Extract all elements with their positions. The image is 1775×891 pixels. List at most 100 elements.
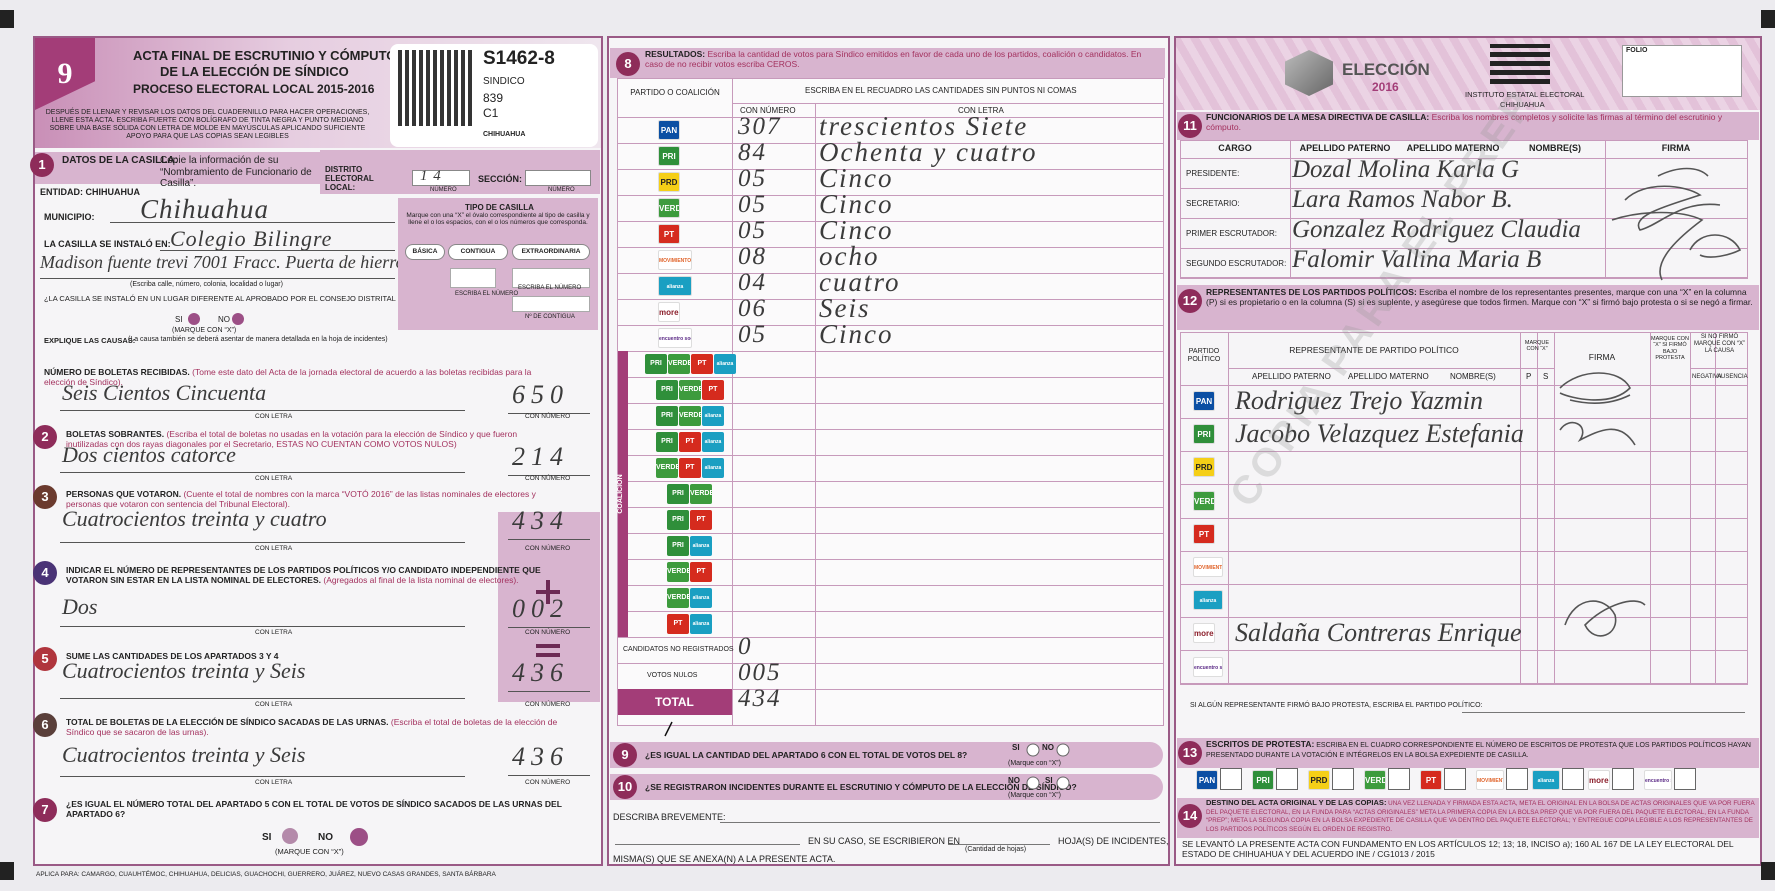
input-box [512, 268, 590, 288]
input-box [1612, 768, 1634, 790]
party-logo: PT [679, 458, 701, 478]
rule-line [160, 250, 395, 251]
handwriting: Dos cientos catorce [62, 442, 236, 467]
handwriting: 04 [738, 269, 767, 296]
label: CON LETRA [958, 106, 1004, 115]
handwriting: Cinco [819, 215, 894, 245]
label: NO [318, 832, 333, 843]
paragraph: SE LEVANTÓ LA PRESENTE ACTA CON FUNDAMEN… [1182, 839, 1734, 859]
rule-line [1605, 140, 1606, 278]
rule-line [60, 776, 465, 777]
label: S [1543, 372, 1549, 381]
section-number: 3 [33, 485, 57, 509]
label: CON LETRA [255, 475, 293, 482]
handwriting: Gonzalez Rodriguez Claudia [1292, 216, 1581, 243]
rule-line [1290, 140, 1291, 278]
label: FOLIO [1626, 47, 1648, 54]
rule-line [617, 247, 1164, 248]
handwriting: 650 [512, 380, 569, 409]
section-number: 8 [616, 52, 640, 76]
label: LA CASILLA SE INSTALÓ EN: [44, 239, 171, 249]
party-logo: PRI [656, 406, 678, 426]
label: (Marque con “X”) [1008, 792, 1061, 799]
officials-table [1180, 140, 1748, 278]
party-logo: VERDE [679, 406, 701, 426]
rule-line [1650, 332, 1651, 684]
item-label: NÚMERO DE BOLETAS RECIBIDAS. (Tome este … [44, 367, 532, 387]
label: NO [218, 315, 230, 324]
item-label: INDICAR EL NÚMERO DE REPRESENTANTES DE L… [66, 565, 541, 585]
handwriting: Cinco [819, 319, 894, 349]
section-band [1177, 285, 1759, 330]
label: ESCRIBA EL NÚMERO [455, 291, 519, 297]
corner-mark [0, 862, 14, 880]
handwriting: Cuatrocientos treinta y Seis [62, 658, 306, 683]
label: (Marque con “X”) [1008, 760, 1061, 767]
rule-line [1180, 517, 1748, 519]
input-box [450, 268, 496, 288]
handwriting: 436 [512, 658, 569, 687]
handwriting: 06 [738, 295, 767, 322]
rule-line [1690, 332, 1691, 684]
section-number: 2 [33, 425, 57, 449]
handwriting: 05 [738, 165, 767, 192]
label: DE LA ELECCIÓN DE SÍNDICO [160, 64, 349, 79]
label: DESCRIBA BREVEMENTE: [613, 812, 726, 822]
label: EXPLIQUE LAS CAUSAS: [44, 336, 136, 345]
paragraph: MARQUE CON “X” [1524, 340, 1550, 353]
rule-line [617, 117, 1164, 118]
section-band [1177, 738, 1759, 768]
handwriting: Dos [62, 594, 98, 619]
party-logo: VERDE [668, 354, 690, 374]
party-logo: PT [690, 562, 712, 582]
label: CON NÚMERO [525, 545, 571, 552]
handwriting: Seis [819, 293, 871, 323]
handwriting: 84 [738, 139, 767, 166]
option-oval [188, 313, 200, 325]
input-box [412, 170, 470, 186]
label: SI [262, 832, 272, 843]
rule-line [617, 195, 1164, 196]
party-logo: MOVIMIENTO CIUDADANO [658, 250, 692, 270]
rule-line [1180, 418, 1748, 419]
rule-line [617, 663, 1164, 664]
section-title: FUNCIONARIOS DE LA MESA DIRECTIVA DE CAS… [1206, 112, 1723, 132]
section-instruction: Escriba el nombre de los representantes … [1206, 287, 1753, 307]
label: TOTAL [655, 695, 694, 709]
rule-line [617, 559, 1164, 560]
party-logo: PRI [656, 432, 678, 452]
label: PRESIDENTE: [1186, 169, 1240, 178]
party-logo: VERDE [656, 458, 678, 478]
party-logo: encuentro social [1193, 656, 1223, 677]
rule-line [617, 507, 1164, 508]
handwriting: Cuatrocientos treinta y Seis [62, 742, 306, 767]
label: SI [1045, 776, 1053, 785]
rule-line [1180, 385, 1748, 386]
handwriting: ocho [819, 241, 880, 271]
label: NEGATIVA [1692, 374, 1722, 380]
number-box [508, 598, 590, 628]
label: PROCESO ELECTORAL LOCAL 2015-2016 [133, 82, 375, 96]
column-header: APELLIDO PATERNO [1299, 143, 1391, 153]
sum-box [498, 512, 600, 702]
rule-line [617, 403, 1164, 404]
section-title: RESULTADOS: Escriba la cantidad de votos… [645, 49, 1142, 69]
party-logo: PRI [645, 354, 667, 374]
party-logo: encuentro social [1644, 770, 1672, 790]
paragraph: MARQUE CON “X” SI FIRMÓ BAJO PROTESTA [1651, 336, 1689, 361]
paragraph: PARTIDO POLÍTICO [1187, 348, 1221, 364]
party-logo: PRI [667, 484, 689, 504]
rule-line [617, 429, 1164, 430]
party-logo: morena [658, 302, 680, 322]
representatives-table [1180, 332, 1748, 684]
party-logo: PRI [667, 536, 689, 556]
input-box [1562, 768, 1584, 790]
label: NO [1042, 743, 1054, 752]
label: (MARQUE CON “X”) [172, 327, 237, 334]
label: (La causa también se deberá asentar de m… [128, 336, 388, 343]
section-number: 13 [1178, 741, 1202, 765]
paragraph: PARTIDO O COALICIÓN [630, 88, 720, 97]
section-title: REPRESENTANTES DE LOS PARTIDOS POLÍTICOS… [1206, 287, 1753, 307]
handwriting: 307 [738, 113, 782, 140]
party-logo: alianza [658, 276, 692, 296]
